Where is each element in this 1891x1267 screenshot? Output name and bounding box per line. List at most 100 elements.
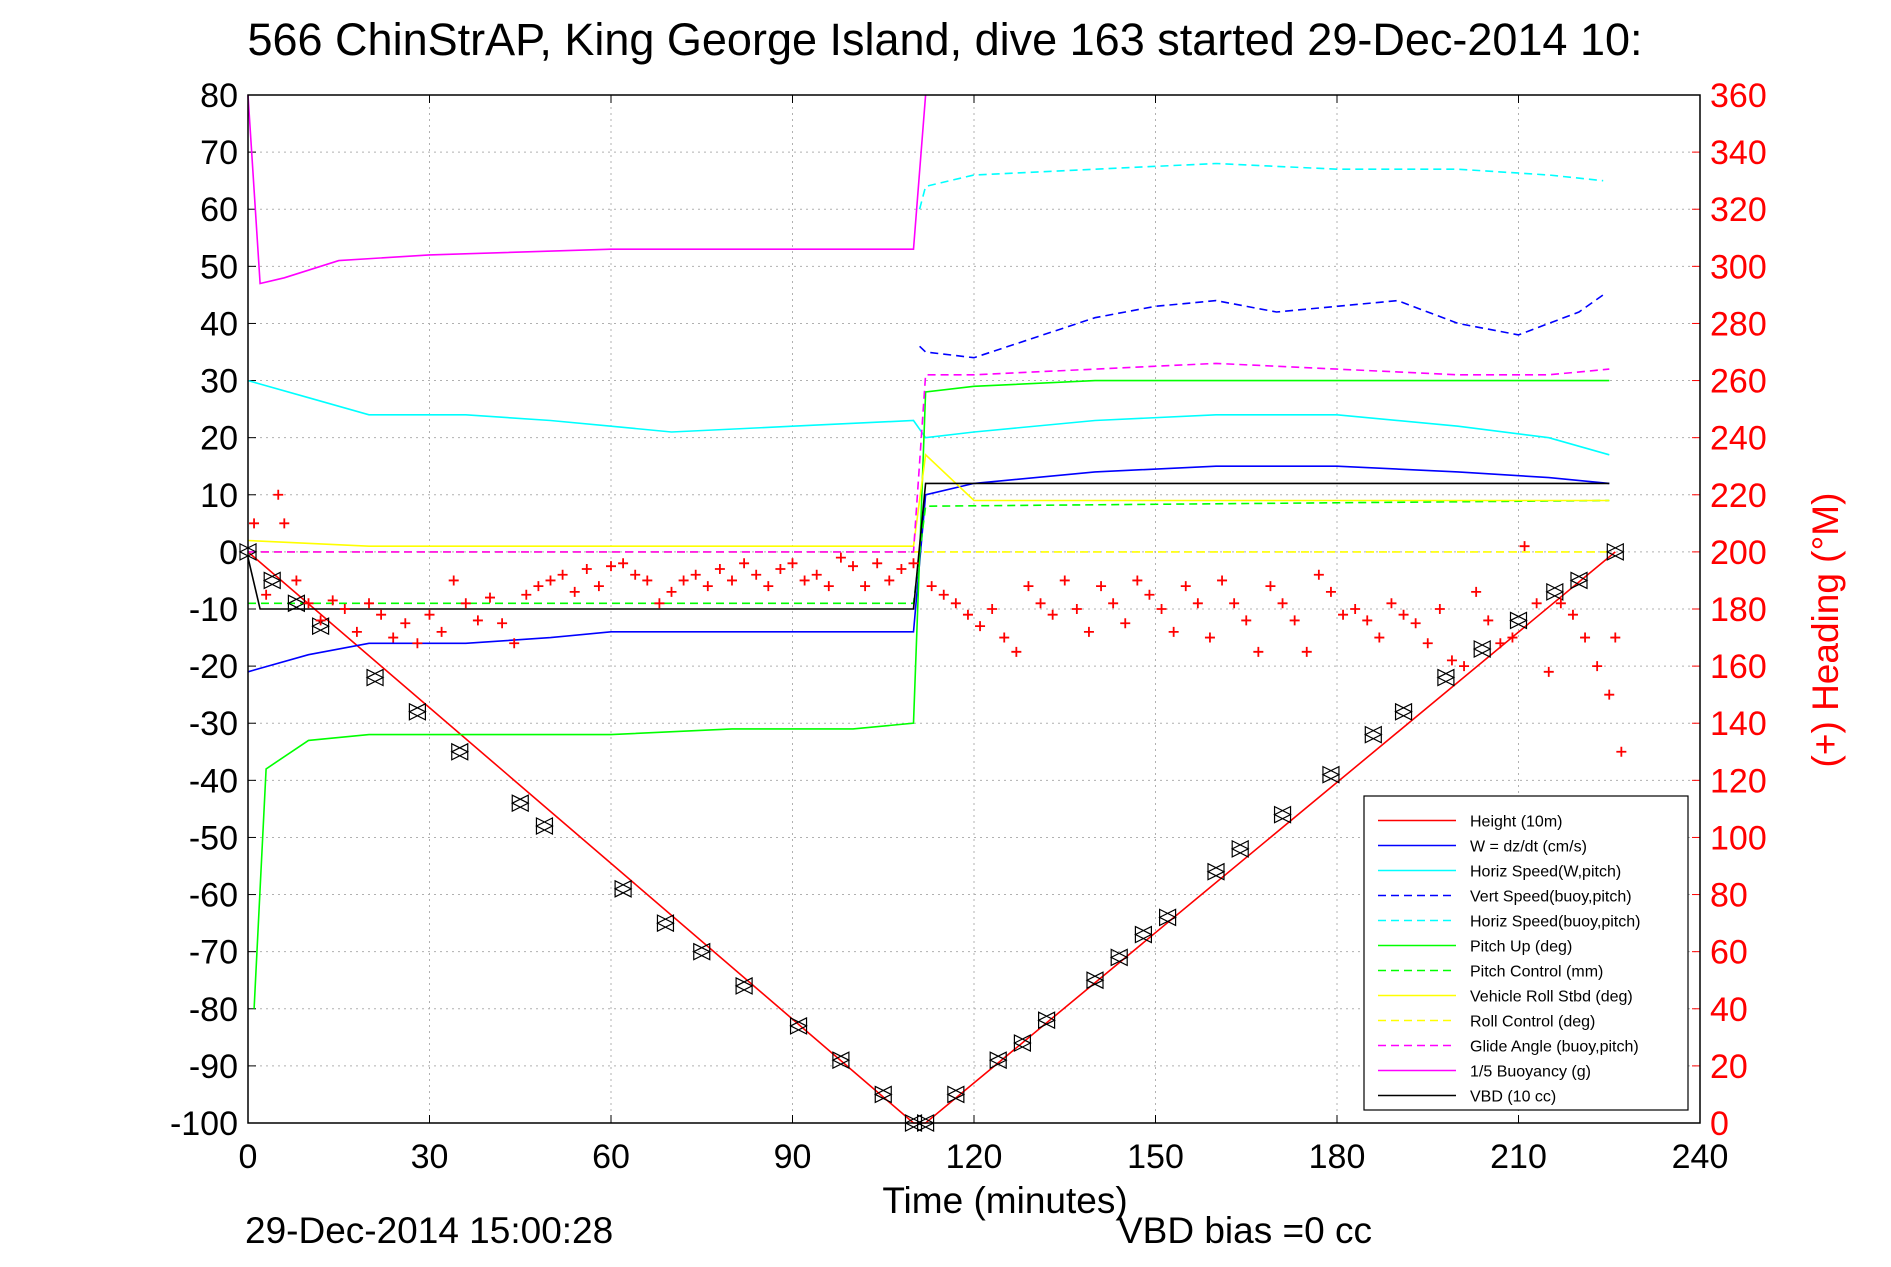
x-tick-label: 30 (411, 1138, 449, 1176)
heading-point (1144, 589, 1155, 600)
heading-point (1610, 632, 1621, 643)
series-line (247, 482, 1610, 610)
y-tick-label: -80 (189, 991, 238, 1029)
heading-point (1555, 598, 1566, 609)
heading-point (987, 604, 998, 614)
heading-point (291, 575, 302, 586)
heading-point (1567, 609, 1578, 620)
y2-tick-label: 40 (1710, 991, 1748, 1029)
heading-point (273, 489, 284, 500)
heading-point (823, 581, 834, 592)
legend-label: Pitch Control (mm) (1470, 964, 1603, 981)
height-marker (988, 1051, 1008, 1070)
height-marker (1472, 640, 1492, 658)
heading-point (884, 575, 895, 586)
legend-box (1363, 795, 1689, 1111)
height-marker (1085, 971, 1105, 990)
heading-point (950, 598, 961, 609)
heading-point (714, 564, 725, 575)
y-tick-label: -90 (189, 1048, 238, 1086)
heading-point (727, 575, 737, 586)
heading-point (521, 589, 532, 600)
legend-label: Height (10m) (1470, 814, 1562, 831)
heading-point (1096, 581, 1107, 592)
height-marker (510, 794, 530, 813)
y-tick-label: 20 (200, 420, 238, 458)
height-marker (1206, 862, 1226, 881)
y2-tick-label: 180 (1710, 591, 1767, 629)
heading-point (1083, 626, 1094, 637)
heading-point (1108, 598, 1119, 609)
heading-point (962, 609, 973, 620)
y2-tick-label: 160 (1710, 648, 1767, 686)
axis-ticks: 0 30 60 90 120 150 180 210 24080706050403020100-… (170, 77, 1767, 1176)
height-marker (1158, 908, 1177, 927)
height-marker (1273, 805, 1292, 824)
y-tick-label: 0 (219, 534, 238, 572)
heading-point (1350, 604, 1361, 614)
y-tick-label: 60 (200, 191, 238, 229)
height-marker (1363, 725, 1383, 744)
vbd-bias-label: VBD bias =0 cc (1118, 1210, 1372, 1251)
heading-point (1580, 632, 1591, 643)
heading-point (999, 632, 1010, 643)
heading-point (1253, 646, 1264, 657)
height-marker (365, 668, 385, 687)
chart-title: 566 ChinStrAP, King George Island, dive … (247, 14, 1642, 65)
y-tick-label: 80 (200, 77, 238, 115)
y-tick-label: 30 (200, 363, 238, 401)
heading-point (339, 604, 350, 614)
heading-point (1132, 575, 1143, 586)
height-marker (1436, 668, 1456, 687)
height-marker (1037, 1011, 1056, 1030)
y-tick-label: 70 (200, 134, 238, 172)
legend-label: VBD (10 cc) (1470, 1089, 1556, 1106)
heading-point (690, 569, 701, 580)
heading-point (1011, 646, 1022, 657)
y-tick-label: -30 (189, 705, 238, 743)
heading-point (1543, 666, 1554, 677)
heading-point (1156, 604, 1167, 614)
y-tick-label: 40 (200, 305, 238, 343)
heading-point (799, 575, 810, 586)
heading-point (533, 581, 544, 592)
x-tick-label: 90 (774, 1138, 812, 1176)
heading-point (327, 595, 338, 606)
height-marker (656, 914, 675, 933)
heading-point (1434, 604, 1445, 614)
heading-point (811, 569, 822, 580)
y2-tick-label: 120 (1710, 762, 1767, 800)
heading-point (593, 581, 604, 592)
y-tick-label: -100 (170, 1105, 238, 1143)
height-marker (789, 1016, 808, 1035)
x-tick-label: 240 (1672, 1138, 1729, 1176)
heading-point (1204, 632, 1215, 643)
heading-point (557, 569, 568, 580)
y-tick-label: -10 (189, 591, 238, 629)
series-line (253, 379, 1610, 1009)
heading-point (1592, 661, 1603, 672)
legend-label: Horiz Speed(W,pitch) (1470, 864, 1621, 881)
height-marker (831, 1051, 851, 1070)
heading-point (364, 598, 374, 609)
heading-point (1483, 615, 1494, 626)
heading-point (642, 575, 653, 586)
heading-point (1616, 746, 1627, 757)
heading-point (896, 564, 907, 575)
y2-tick-label: 220 (1710, 477, 1767, 515)
series-line (247, 453, 1610, 548)
height-marker (1394, 702, 1413, 721)
heading-point (1229, 598, 1240, 609)
heading-point (908, 558, 919, 569)
legend-label: 1/5 Buoyancy (g) (1470, 1064, 1591, 1081)
heading-point (1192, 598, 1203, 609)
heading-point (666, 586, 677, 597)
heading-point (249, 518, 260, 529)
heading-point (1180, 581, 1191, 592)
y-tick-label: -70 (189, 934, 238, 972)
plot-area (247, 94, 1701, 1124)
y2-axis-label: (+) Heading (°M) (1805, 493, 1846, 768)
heading-point (835, 552, 846, 563)
heading-point (1301, 646, 1312, 657)
